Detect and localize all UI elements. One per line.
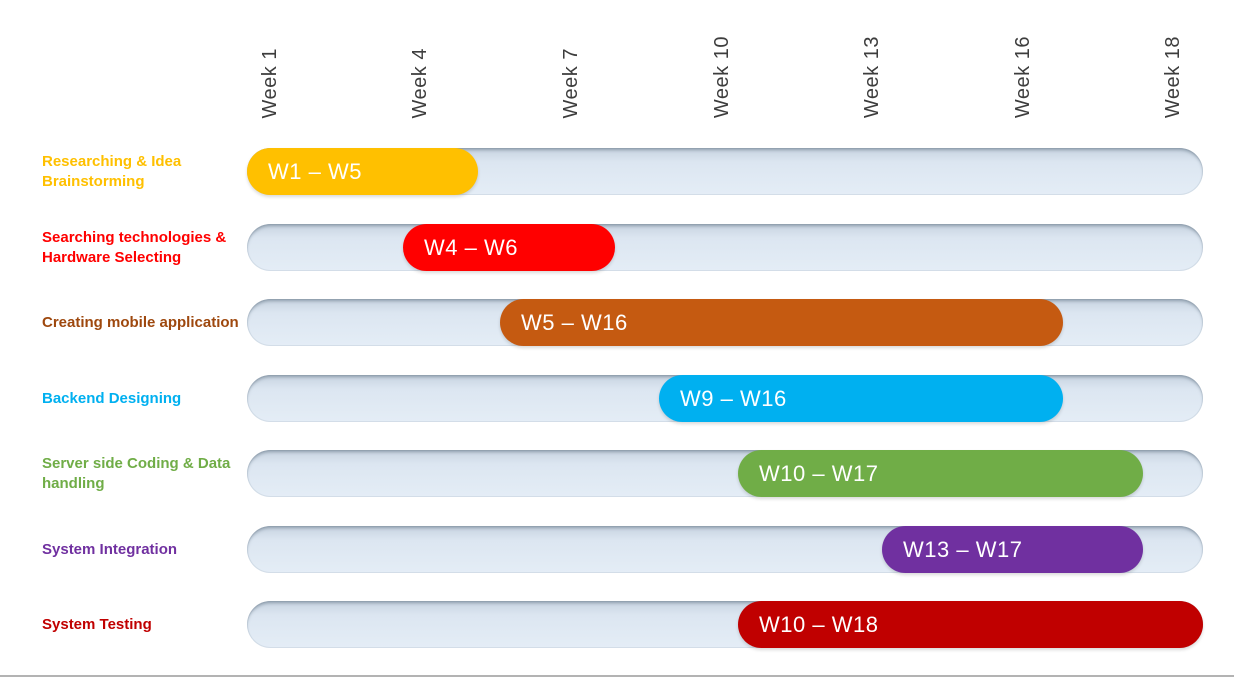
task-label: System Testing	[42, 615, 152, 633]
gantt-track: W1 – W5	[247, 148, 1203, 195]
task-label: Server side Coding & Data handling	[42, 455, 231, 492]
task-label: System Integration	[42, 540, 178, 558]
gantt-bar[interactable]: W10 – W17	[738, 450, 1143, 497]
gantt-bar-label: W4 – W6	[424, 234, 518, 260]
gantt-bar[interactable]: W5 – W16	[500, 299, 1063, 346]
gantt-bar-label: W13 – W17	[903, 536, 1023, 562]
gantt-track: W4 – W6	[247, 224, 1203, 271]
bottom-divider-line	[0, 675, 1234, 677]
week-header-col: Week 10	[700, 0, 744, 118]
task-label: Backend Designing	[42, 389, 182, 407]
week-header-label: Week 7	[559, 47, 582, 118]
gantt-track: W10 – W17	[247, 450, 1203, 497]
week-header-label: Week 13	[860, 35, 883, 118]
gantt-track: W5 – W16	[247, 299, 1203, 346]
week-header-col: Week 13	[850, 0, 894, 118]
week-header-label: Week 18	[1161, 35, 1184, 118]
week-header-col: Week 4	[398, 0, 442, 118]
gantt-bar-label: W10 – W18	[759, 611, 879, 637]
gantt-bar[interactable]: W1 – W5	[247, 148, 478, 195]
gantt-bar-label: W9 – W16	[680, 385, 787, 411]
gantt-bar[interactable]: W9 – W16	[659, 375, 1063, 422]
week-header-col: Week 16	[1001, 0, 1045, 118]
week-header-col: Week 1	[248, 0, 292, 118]
task-label: Searching technologies & Hardware Select…	[42, 229, 227, 266]
gantt-bar[interactable]: W10 – W18	[738, 601, 1203, 648]
week-header-label: Week 16	[1011, 35, 1034, 118]
task-label: Creating mobile application	[42, 313, 239, 331]
week-header-label: Week 4	[408, 47, 431, 118]
week-header-label: Week 10	[710, 35, 733, 118]
gantt-bar-label: W1 – W5	[268, 158, 362, 184]
week-header-label: Week 1	[258, 47, 281, 118]
gantt-track: W9 – W16	[247, 375, 1203, 422]
week-header-col: Week 18	[1151, 0, 1195, 118]
gantt-bar-label: W10 – W17	[759, 460, 879, 486]
gantt-bar-label: W5 – W16	[521, 309, 628, 335]
gantt-bar[interactable]: W13 – W17	[882, 526, 1143, 573]
gantt-bar[interactable]: W4 – W6	[403, 224, 615, 271]
week-header-col: Week 7	[549, 0, 593, 118]
gantt-track: W10 – W18	[247, 601, 1203, 648]
gantt-track: W13 – W17	[247, 526, 1203, 573]
task-label: Researching & Idea Brainstorming	[42, 153, 182, 190]
